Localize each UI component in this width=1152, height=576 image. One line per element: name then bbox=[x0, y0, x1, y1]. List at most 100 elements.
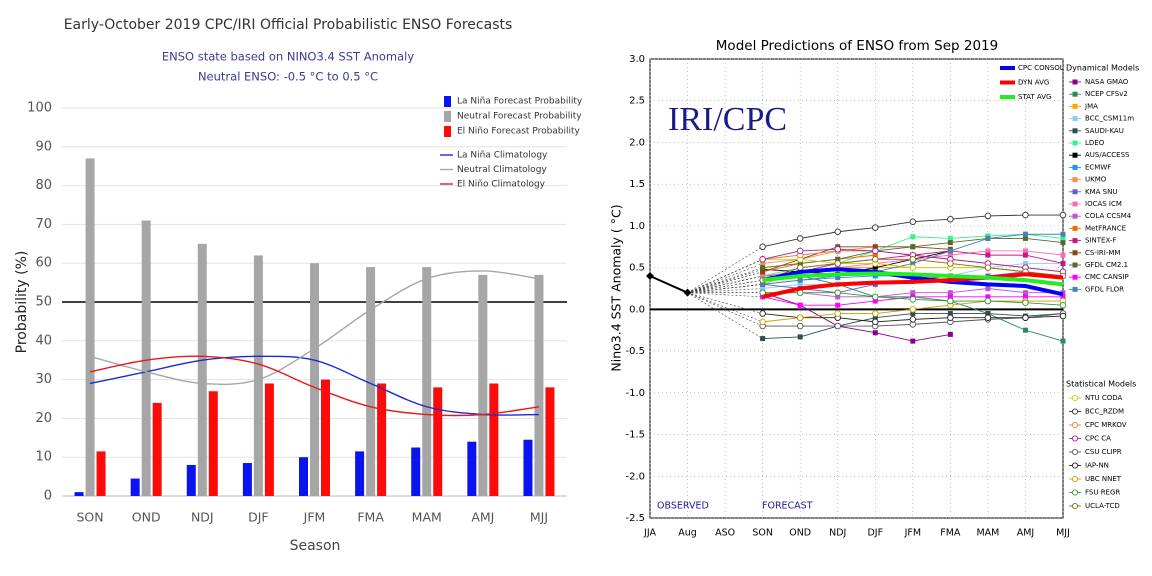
legend-marker bbox=[1072, 189, 1078, 195]
x-tick-label: DJF bbox=[867, 528, 883, 539]
model-marker bbox=[1022, 248, 1028, 254]
y-axis-label: Nino3.4 SST Anomaly ( °C) bbox=[609, 204, 624, 371]
legend-label: BCC_RZDM bbox=[1085, 408, 1124, 416]
y-tick-label: 30 bbox=[35, 372, 52, 387]
bar bbox=[85, 158, 95, 496]
legend-marker bbox=[1071, 462, 1079, 469]
model-marker bbox=[985, 235, 991, 241]
legend-label: CSU CLIPR bbox=[1085, 448, 1122, 456]
model-marker bbox=[985, 248, 991, 254]
legend-label: SAUDI-KAU bbox=[1085, 127, 1124, 135]
legend-marker bbox=[1072, 238, 1078, 244]
bar bbox=[377, 383, 387, 496]
model-marker bbox=[759, 256, 766, 263]
model-marker bbox=[797, 260, 803, 266]
y-tick-label: -2.5 bbox=[625, 513, 645, 524]
legend-title: Statistical Models bbox=[1066, 380, 1136, 389]
legend-marker bbox=[1071, 475, 1079, 483]
connector bbox=[687, 288, 763, 293]
bar bbox=[310, 263, 319, 496]
legend-marker bbox=[1072, 177, 1078, 183]
legend-label: FSU REGR bbox=[1085, 489, 1120, 497]
x-tick-label: JFM bbox=[904, 528, 921, 539]
x-tick-label: JJA bbox=[643, 528, 656, 539]
model-marker bbox=[947, 290, 953, 296]
model-marker bbox=[909, 256, 917, 263]
model-marker bbox=[872, 273, 878, 279]
bar bbox=[74, 492, 84, 496]
model-marker bbox=[835, 302, 841, 308]
model-marker bbox=[947, 260, 954, 267]
legend-marker bbox=[1071, 489, 1079, 496]
legend-label: LDEO bbox=[1085, 139, 1105, 147]
legend-marker bbox=[1072, 201, 1078, 207]
model-marker bbox=[835, 294, 841, 300]
legend-marker bbox=[1072, 103, 1078, 109]
model-marker bbox=[760, 286, 766, 291]
model-marker bbox=[1059, 301, 1067, 309]
x-tick-label: ASO bbox=[715, 528, 735, 539]
observed-marker bbox=[683, 288, 692, 297]
y-tick-label: -2.0 bbox=[625, 471, 645, 482]
model-marker bbox=[796, 322, 804, 330]
model-marker bbox=[834, 246, 841, 253]
model-marker bbox=[760, 260, 766, 266]
legend-label: El Niño Forecast Probability bbox=[457, 127, 581, 137]
model-marker bbox=[834, 260, 841, 267]
legend-marker bbox=[1072, 225, 1078, 231]
x-tick-label: AMJ bbox=[1017, 528, 1035, 539]
y-tick-label: 1.5 bbox=[629, 179, 645, 190]
legend-label: IAP-NN bbox=[1085, 462, 1109, 470]
climatology-line bbox=[89, 355, 540, 417]
model-marker bbox=[834, 310, 841, 317]
bar bbox=[242, 463, 252, 496]
legend-label: MetFRANCE bbox=[1085, 224, 1126, 232]
bar bbox=[366, 267, 376, 496]
legend-label: UCLA-TCD bbox=[1085, 502, 1120, 510]
annotation: IRI/CPC bbox=[668, 101, 787, 138]
model-marker bbox=[909, 264, 917, 271]
bar bbox=[253, 255, 263, 496]
connector bbox=[687, 246, 763, 293]
model-marker bbox=[759, 318, 766, 326]
legend-label: CPC CONSOL bbox=[1018, 64, 1064, 72]
chart-title: Model Predictions of ENSO from Sep 2019 bbox=[716, 38, 998, 54]
chart-subtitle: Neutral ENSO: -0.5 °C to 0.5 °C bbox=[198, 70, 378, 84]
y-axis-label: Probability (%) bbox=[14, 251, 30, 354]
legend-marker bbox=[1071, 408, 1079, 415]
model-marker bbox=[910, 290, 916, 296]
model-marker bbox=[1060, 260, 1066, 266]
model-marker bbox=[872, 318, 879, 326]
legend-label: IOCAS ICM bbox=[1085, 200, 1122, 208]
model-marker bbox=[796, 247, 804, 255]
model-line bbox=[762, 246, 876, 264]
y-tick-label: 70 bbox=[35, 217, 52, 232]
model-marker bbox=[947, 248, 953, 254]
model-marker bbox=[1022, 260, 1028, 266]
model-marker bbox=[1022, 327, 1028, 333]
legend-label: COLA CCSM4 bbox=[1085, 212, 1132, 220]
x-tick-label: FMA bbox=[357, 510, 384, 525]
bar bbox=[523, 439, 533, 496]
model-marker bbox=[984, 297, 992, 305]
bar bbox=[96, 451, 106, 496]
plot-frame bbox=[649, 58, 1064, 519]
legend-marker bbox=[1072, 274, 1078, 280]
x-tick-label: MAM bbox=[976, 528, 999, 539]
legend-label: ECMWF bbox=[1085, 163, 1111, 171]
legend-label: La Niña Climatology bbox=[457, 151, 548, 161]
legend-marker bbox=[1072, 128, 1078, 134]
model-marker bbox=[872, 315, 878, 321]
model-line bbox=[762, 272, 1064, 299]
legend-label: NTU CODA bbox=[1085, 394, 1123, 402]
legend-marker bbox=[1072, 116, 1078, 122]
climatology-line bbox=[89, 270, 540, 386]
bar bbox=[422, 267, 432, 496]
model-marker bbox=[760, 281, 766, 287]
model-marker bbox=[759, 310, 766, 317]
y-tick-label: 10 bbox=[35, 450, 52, 465]
model-marker bbox=[796, 235, 804, 242]
bar bbox=[264, 383, 274, 496]
x-tick-label: DJF bbox=[248, 510, 269, 525]
